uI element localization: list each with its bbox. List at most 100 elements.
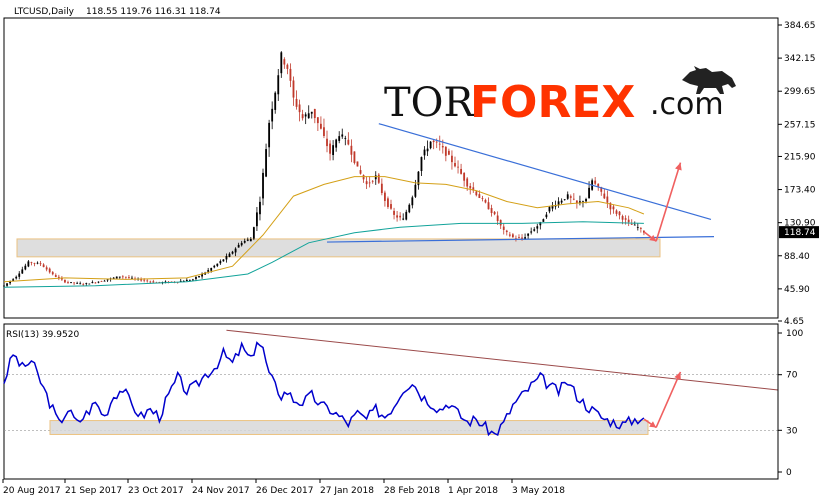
- candle-body: [140, 279, 143, 281]
- candle-body: [609, 202, 612, 210]
- price-tick-label: 88.40: [784, 252, 810, 262]
- date-tick-label: 20 Aug 2017: [3, 486, 61, 496]
- candle-body: [292, 80, 295, 98]
- candle-body: [36, 262, 39, 264]
- candle-body: [219, 261, 222, 264]
- candle-body: [128, 277, 130, 278]
- candle-body: [444, 146, 447, 156]
- candle-body: [521, 237, 523, 239]
- candle-body: [390, 204, 392, 209]
- candle-body: [289, 68, 292, 81]
- candle-body: [566, 194, 569, 199]
- candle-body: [213, 265, 216, 268]
- candle-body: [149, 281, 152, 283]
- candle-body: [48, 268, 51, 273]
- candle-body: [252, 227, 255, 239]
- rsi-pullback-arrow: [643, 418, 657, 429]
- candle-body: [627, 219, 630, 223]
- candle-body: [45, 267, 48, 270]
- price-tick-label: 173.40: [784, 186, 816, 196]
- candle-body: [164, 281, 167, 283]
- candle-body: [12, 279, 15, 281]
- candle-body: [3, 285, 5, 287]
- main-panel: [3, 17, 779, 319]
- candle-body: [338, 136, 341, 141]
- candle-body: [21, 269, 24, 274]
- candle-body: [472, 187, 475, 191]
- rsi-plot-frame: [3, 323, 779, 480]
- candle-body: [280, 52, 283, 74]
- pullback-arrow: [643, 231, 657, 242]
- candle-body: [188, 280, 191, 281]
- candle-body: [82, 284, 85, 286]
- candle-body: [240, 242, 243, 246]
- candle-body: [185, 279, 188, 282]
- support-zone-box: [16, 238, 661, 258]
- candle-body: [548, 206, 551, 212]
- rsi-tick-label: 0: [786, 468, 792, 478]
- candle-body: [618, 211, 621, 216]
- candle-body: [271, 108, 274, 122]
- price-tick-label: 45.90: [784, 285, 810, 295]
- candle-body: [594, 180, 597, 184]
- candle-body: [414, 184, 417, 197]
- candle-body: [57, 276, 60, 278]
- chart-symbol-label: LTCUSD,Daily: [14, 7, 75, 17]
- candle-body: [319, 123, 322, 129]
- candle-body: [277, 75, 280, 95]
- candle-body: [405, 211, 408, 220]
- candle-body: [435, 141, 438, 143]
- candle-body: [121, 276, 124, 278]
- rsi-forecast-arrow: [655, 371, 682, 428]
- moving-averages: [3, 176, 645, 288]
- candle-body: [606, 196, 609, 203]
- date-tick-label: 24 Nov 2017: [192, 486, 250, 496]
- candle-body: [396, 215, 399, 218]
- date-tick-label: 23 Oct 2017: [128, 486, 184, 496]
- candle-body: [551, 205, 554, 209]
- logo-part-tor: TOR: [384, 80, 475, 126]
- candle-body: [585, 198, 587, 202]
- candle-body: [195, 277, 197, 279]
- candle-body: [246, 239, 249, 241]
- candle-body: [298, 104, 301, 113]
- arrow-shaft: [655, 162, 682, 242]
- candle-body: [347, 139, 350, 145]
- candle-body: [530, 231, 533, 233]
- candle-body: [9, 281, 12, 284]
- rsi-line-group: [3, 341, 645, 437]
- price-tick-label: 4.65: [784, 317, 804, 327]
- candle-body: [335, 139, 338, 148]
- candle-body: [216, 263, 219, 266]
- date-tick-label: 3 May 2018: [512, 486, 565, 496]
- candle-body: [64, 279, 66, 283]
- rsi-trendline-group: [226, 329, 779, 391]
- candle-body: [469, 185, 472, 189]
- candle-body: [487, 202, 490, 210]
- candle-body: [170, 281, 173, 283]
- rsi-panel: [3, 323, 779, 480]
- candle-body: [432, 140, 435, 143]
- candle-body: [539, 222, 542, 226]
- candle-body: [441, 146, 444, 148]
- candle-body: [152, 281, 155, 283]
- logo-part-forex: FOREX: [470, 77, 635, 128]
- candle-body: [88, 283, 91, 285]
- candle-body: [393, 210, 395, 215]
- candle-body: [408, 204, 411, 213]
- candle-body: [27, 261, 30, 267]
- bull-icon: [682, 66, 736, 94]
- candle-body: [508, 234, 511, 236]
- candle-body: [542, 219, 545, 222]
- arrow-head: [649, 234, 657, 242]
- candle-body: [234, 248, 237, 253]
- candle-body: [374, 175, 377, 180]
- candle-body: [286, 64, 289, 69]
- candle-body: [524, 237, 526, 239]
- arrow-head: [674, 371, 681, 380]
- candle-body: [457, 166, 459, 168]
- candle-body: [560, 200, 563, 203]
- main-plot-frame: [3, 17, 779, 319]
- candle-body: [569, 196, 572, 198]
- candle-body: [536, 226, 539, 229]
